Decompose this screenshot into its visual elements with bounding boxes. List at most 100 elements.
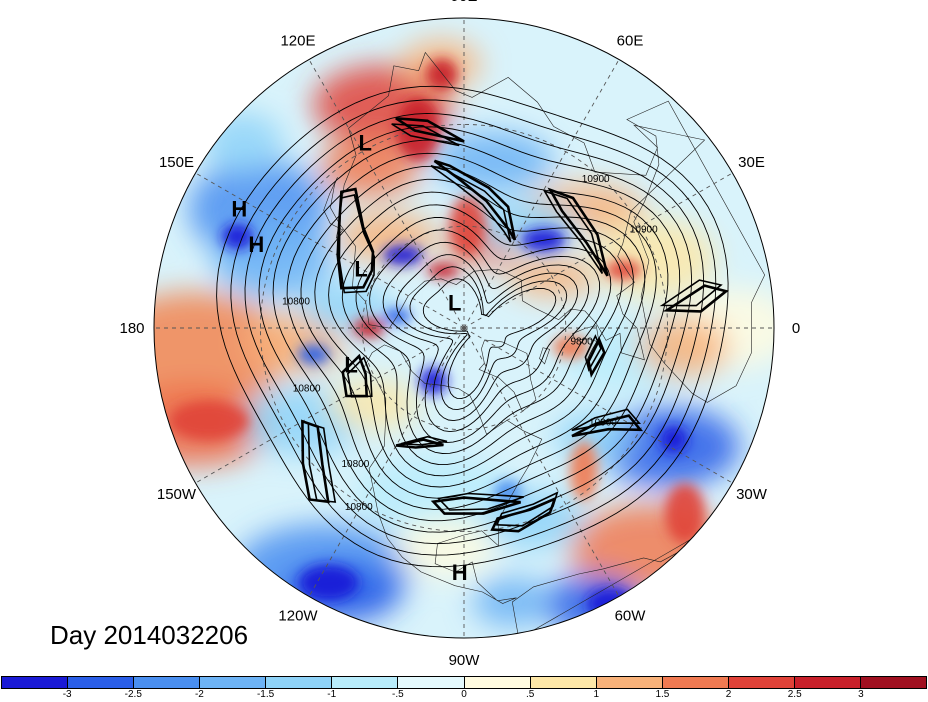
- coastline: [478, 339, 537, 412]
- height-contour: [382, 241, 589, 433]
- longitude-label: 90W: [449, 652, 481, 669]
- colorbar-swatch: [861, 677, 927, 688]
- contour-value-label: 10800: [282, 296, 310, 307]
- contour-value-label: 9800: [570, 337, 593, 348]
- contour-value-label: 10800: [293, 384, 321, 395]
- longitude-label: 120W: [278, 608, 318, 625]
- colorbar-swatch: [662, 677, 729, 688]
- jet-contour: [542, 189, 604, 274]
- high-pressure-label: H: [231, 197, 247, 222]
- jet-contour: [587, 336, 606, 378]
- jet-contour: [584, 334, 602, 372]
- contour-value-label: 10900: [582, 174, 610, 185]
- longitude-label: 30E: [738, 154, 765, 171]
- anomaly-spot: [298, 564, 359, 601]
- anomaly-spot: [552, 334, 589, 359]
- jet-contours: [301, 117, 729, 533]
- jet-contour: [346, 356, 373, 398]
- colorbar-swatch: [728, 677, 795, 688]
- low-pressure-label: L: [354, 257, 367, 282]
- jet-contour: [430, 165, 512, 243]
- height-contour: [355, 217, 612, 454]
- anomaly-spot: [297, 344, 330, 365]
- low-pressure-label: L: [359, 130, 372, 155]
- longitude-label: 120E: [280, 32, 315, 49]
- colorbar-swatch: [332, 677, 399, 688]
- longitude-label: 150E: [159, 154, 194, 171]
- longitude-labels: 90E 60E 30E 0 30W 60W 90W 120W 150W 180 150E 120E: [119, 0, 800, 669]
- colorbar-swatch: [596, 677, 663, 688]
- coastline: [626, 100, 766, 403]
- contour-value-label: 10900: [589, 417, 617, 428]
- colorbar-tick-label: -2: [194, 689, 204, 700]
- anomaly-blob: [154, 291, 289, 412]
- jet-contour: [391, 123, 460, 147]
- colorbar-swatch: [530, 677, 597, 688]
- jet-contour: [395, 117, 465, 143]
- jet-contour: [662, 284, 729, 313]
- contour-value-label: 10800: [341, 459, 369, 470]
- anomaly-spot: [425, 58, 458, 91]
- anomaly-spot: [569, 440, 598, 501]
- colorbar-tick-label: -3: [62, 689, 72, 700]
- anomaly-blob: [433, 130, 554, 191]
- anomaly-blob: [553, 412, 634, 463]
- colorbar-tick-label: 2.5: [787, 689, 802, 700]
- colorbar-tick-label: -2.5: [124, 689, 142, 700]
- jet-contour: [338, 194, 376, 294]
- longitude-label: 180: [119, 320, 144, 337]
- map-disk: 109001080010800108001090098001090010800 …: [154, 18, 774, 638]
- jet-contour: [307, 422, 337, 503]
- contour-value-label: 10800: [345, 502, 373, 513]
- height-contour: [314, 178, 646, 488]
- colorbar-swatch: [794, 677, 862, 688]
- longitude-label: 150W: [157, 486, 197, 503]
- coastline: [338, 51, 706, 361]
- colorbar-swatch: [464, 677, 531, 688]
- jet-contour: [400, 435, 448, 446]
- colorbar-swatch: [266, 677, 333, 688]
- colorbar-swatch: [68, 677, 135, 688]
- contour-value-label: 10900: [630, 224, 658, 235]
- jet-contour: [495, 491, 559, 527]
- longitude-label: 60E: [617, 32, 644, 49]
- longitude-label: 60W: [615, 608, 647, 625]
- anomaly-spot: [659, 425, 688, 454]
- anomaly-spot: [605, 259, 642, 280]
- colorbar-swatch: [398, 677, 465, 688]
- height-contour: [328, 191, 634, 477]
- colorbar-swatch: [2, 677, 69, 688]
- anomaly-blob: [638, 317, 729, 378]
- colorbar-swatch: [200, 677, 267, 688]
- day-label: Day 2014032206: [50, 620, 249, 650]
- colorbar-tick-label: -1.5: [256, 689, 275, 700]
- height-contour: [409, 266, 568, 411]
- height-contour: [244, 112, 704, 545]
- colorbar-swatch: [134, 677, 201, 688]
- anomaly-spot: [521, 227, 566, 252]
- colorbar-tick-label: 2: [725, 689, 732, 700]
- jet-contour: [547, 187, 609, 277]
- high-pressure-label: H: [452, 560, 468, 585]
- coastline: [571, 325, 600, 343]
- low-pressure-label: L: [448, 290, 461, 315]
- anomaly-spot: [664, 483, 705, 544]
- anomaly-spot: [427, 262, 460, 279]
- height-contour: [230, 99, 717, 556]
- colorbar-labels: -3 -2.5 -2 -1.5 -1 -.5 0 .5 1 1.5 2 2.5 3: [1, 689, 927, 702]
- jet-contour: [430, 496, 521, 515]
- map-boundary: [153, 17, 775, 639]
- longitude-label: 0: [792, 320, 800, 337]
- height-contours: [216, 85, 729, 568]
- anomaly-blob: [394, 517, 495, 578]
- jet-contour: [433, 159, 517, 241]
- high-pressure-label: H: [248, 232, 264, 257]
- colorbar: [1, 676, 927, 689]
- height-contour: [396, 254, 579, 422]
- coastline: [362, 344, 543, 604]
- anomaly-spot: [168, 400, 249, 441]
- height-contour: [258, 126, 693, 533]
- height-contour: [216, 85, 729, 568]
- low-pressure-label: L: [344, 353, 357, 378]
